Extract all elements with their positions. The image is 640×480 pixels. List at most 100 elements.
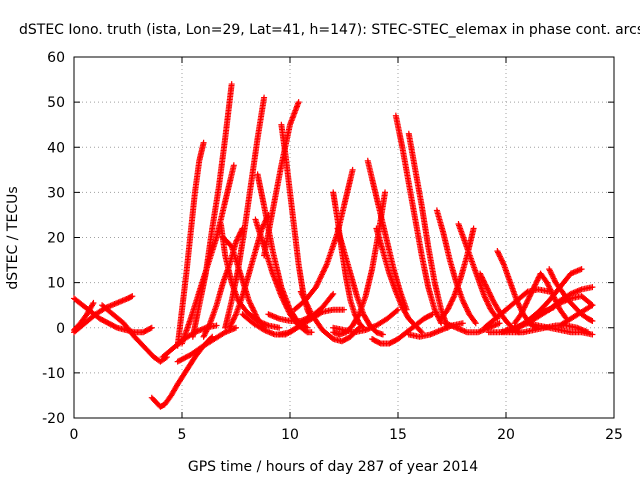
data-arc — [71, 299, 97, 334]
data-point — [250, 307, 257, 314]
data-point — [249, 304, 256, 311]
data-point — [147, 325, 154, 332]
data-point — [355, 312, 362, 319]
data-point — [495, 249, 502, 256]
data-arc — [222, 94, 268, 331]
x-tick-labels: 0 5 10 15 20 25 — [70, 427, 623, 443]
data-point — [531, 282, 538, 289]
data-point — [285, 308, 292, 315]
data-point — [393, 307, 400, 314]
data-point — [448, 298, 455, 305]
data-point — [482, 281, 489, 288]
data-point — [341, 306, 347, 313]
data-point — [245, 297, 252, 304]
data-point — [525, 296, 532, 303]
data-point — [479, 274, 486, 281]
data-point — [445, 303, 452, 310]
data-point — [431, 306, 438, 313]
data-point — [463, 305, 470, 312]
data-point — [261, 94, 268, 101]
data-point — [417, 328, 424, 335]
data-point — [546, 285, 553, 292]
data-point — [551, 276, 558, 283]
data-arc — [511, 270, 570, 327]
data-point — [496, 320, 503, 327]
x-tick-label: 15 — [389, 427, 407, 443]
y-tick-label: 20 — [47, 231, 65, 247]
data-point — [589, 302, 596, 309]
data-arc — [546, 266, 596, 324]
y-tick-label: 60 — [47, 50, 65, 66]
data-point — [483, 284, 490, 291]
data-point — [418, 329, 425, 336]
data-point — [283, 302, 290, 309]
data-point — [200, 333, 207, 340]
data-point — [445, 305, 452, 312]
y-tick-label: 10 — [47, 276, 65, 292]
data-point — [482, 295, 489, 302]
data-point — [547, 268, 554, 275]
data-point — [488, 293, 495, 300]
data-point — [444, 306, 451, 313]
data-point — [479, 276, 486, 283]
data-point — [546, 266, 553, 273]
data-point — [525, 294, 532, 301]
data-point — [280, 297, 287, 304]
data-point — [589, 284, 596, 291]
data-arc — [189, 81, 235, 340]
data-point — [237, 229, 244, 236]
data-point — [533, 278, 540, 285]
data-point — [318, 309, 325, 316]
data-arc — [261, 99, 302, 259]
data-point — [528, 289, 535, 296]
data-point — [495, 250, 502, 257]
data-point — [227, 323, 234, 330]
data-point — [234, 234, 241, 241]
x-tick-label: 0 — [70, 427, 79, 443]
data-point — [527, 290, 534, 297]
data-point — [450, 294, 457, 301]
data-point — [461, 300, 468, 307]
data-point — [485, 301, 492, 308]
y-tick-label: -10 — [42, 366, 65, 382]
data-point — [463, 304, 470, 311]
data-point — [129, 293, 136, 300]
axis-ticks — [73, 56, 615, 419]
data-point — [548, 271, 555, 278]
data-point — [485, 302, 492, 309]
data-point — [472, 320, 479, 327]
data-point — [464, 307, 471, 314]
data-point — [545, 283, 552, 290]
data-point — [247, 301, 254, 308]
data-point — [471, 318, 478, 325]
data-point — [251, 310, 258, 317]
grid — [74, 57, 614, 418]
data-point — [228, 320, 235, 327]
data-point — [233, 324, 239, 331]
data-point — [533, 280, 540, 287]
data-point — [547, 286, 554, 293]
data-point — [487, 292, 494, 299]
data-point — [464, 308, 471, 315]
data-point — [588, 303, 595, 310]
data-point — [477, 271, 484, 278]
data-point — [434, 313, 441, 320]
data-point — [485, 288, 492, 295]
data-point — [230, 316, 237, 323]
data-point — [229, 319, 236, 326]
data-point — [459, 297, 466, 304]
data-arc — [71, 295, 155, 336]
data-point — [234, 236, 241, 243]
data-point — [434, 312, 441, 319]
data-points — [71, 81, 596, 410]
data-point — [544, 279, 551, 286]
data-point — [248, 303, 255, 310]
data-point — [200, 139, 207, 146]
data-point — [382, 189, 389, 196]
data-arc — [252, 216, 315, 336]
data-point — [90, 299, 97, 306]
chart-title: dSTEC Iono. truth (ista, Lon=29, Lat=41,… — [19, 22, 640, 38]
data-point — [550, 274, 557, 281]
data-point — [486, 289, 493, 296]
data-point — [202, 329, 209, 336]
